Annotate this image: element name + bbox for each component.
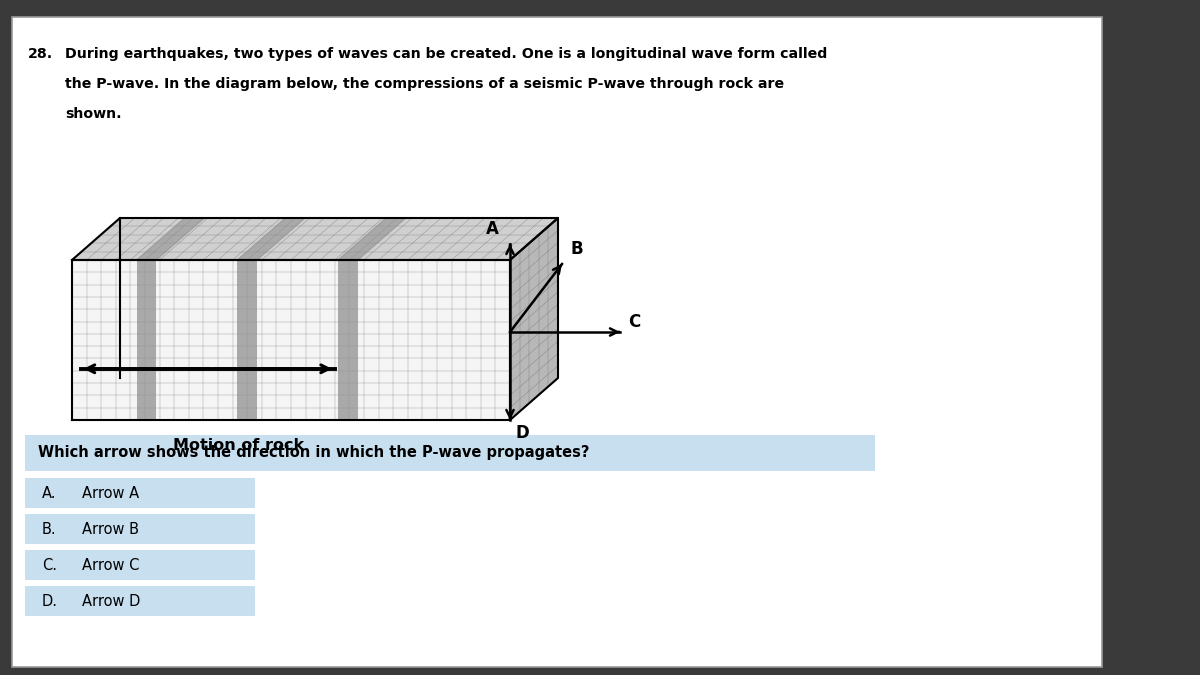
Text: C: C [628, 313, 640, 331]
Text: A.: A. [42, 485, 56, 500]
Polygon shape [137, 218, 204, 260]
Text: Arrow A: Arrow A [82, 485, 139, 500]
Text: During earthquakes, two types of waves can be created. One is a longitudinal wav: During earthquakes, two types of waves c… [65, 47, 827, 61]
Text: A: A [486, 220, 498, 238]
Polygon shape [72, 218, 558, 260]
Text: Motion of rock: Motion of rock [173, 438, 304, 453]
Text: 28.: 28. [28, 47, 53, 61]
Text: Arrow C: Arrow C [82, 558, 139, 572]
Bar [25, 550, 254, 580]
Polygon shape [72, 260, 510, 420]
Bar [25, 586, 254, 616]
Text: B.: B. [42, 522, 56, 537]
Polygon shape [510, 218, 558, 420]
Bar [25, 435, 875, 471]
Text: Arrow D: Arrow D [82, 593, 140, 608]
Bar [137, 260, 156, 420]
Text: the P-wave. In the diagram below, the compressions of a seismic P-wave through r: the P-wave. In the diagram below, the co… [65, 77, 784, 91]
Bar [238, 260, 257, 420]
Bar [25, 478, 254, 508]
Bar [338, 260, 358, 420]
Bar [25, 514, 254, 544]
Text: shown.: shown. [65, 107, 121, 121]
Polygon shape [338, 218, 406, 260]
Text: Which arrow shows the direction in which the P-wave propagates?: Which arrow shows the direction in which… [38, 446, 589, 460]
Polygon shape [238, 218, 305, 260]
Text: D: D [515, 424, 529, 442]
Text: D.: D. [42, 593, 58, 608]
Text: C.: C. [42, 558, 58, 572]
Text: B: B [571, 240, 583, 258]
Text: Arrow B: Arrow B [82, 522, 139, 537]
